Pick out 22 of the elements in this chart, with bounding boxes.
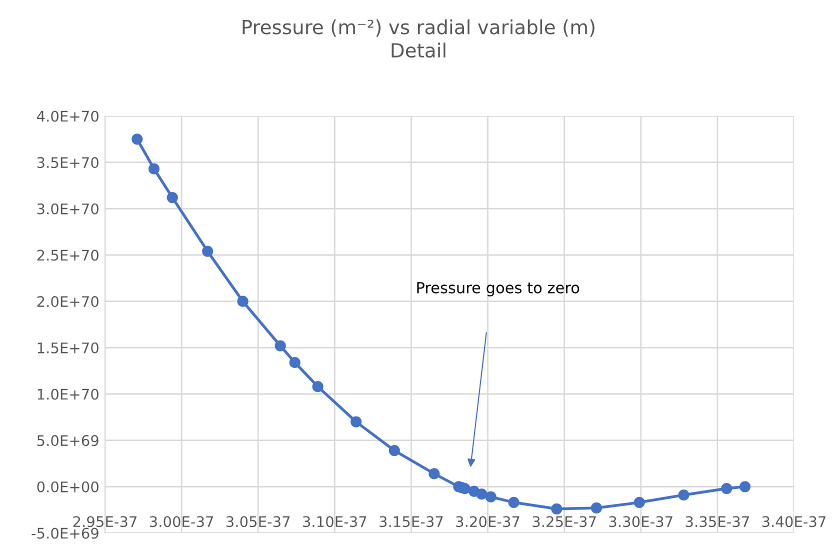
y-tick-label: 0.0E+00 (37, 481, 98, 492)
x-tick-label: 3.40E-37 (762, 516, 826, 528)
y-tick-label: -5.0E+69 (32, 528, 98, 539)
y-tick-label: 1.5E+70 (38, 342, 98, 354)
y-tick-label: 4.0E+70 (36, 110, 98, 122)
chart-title: Pressure (m⁻²) vs radial variable (m) Detail (242, 19, 594, 58)
y-tick-label: 5.0E+69 (37, 435, 98, 446)
y-tick-label: 1.0E+70 (38, 388, 98, 400)
x-tick-label: 3.00E-37 (150, 516, 214, 528)
y-tick-label: 2.0E+70 (37, 296, 98, 308)
x-tick-label: 3.10E-37 (303, 516, 366, 528)
y-tick-label: 3.0E+70 (37, 203, 98, 214)
x-tick-label: 3.30E-37 (609, 516, 672, 528)
x-tick-label: 3.35E-37 (686, 516, 749, 528)
x-tick-label: 3.25E-37 (532, 516, 596, 528)
y-tick-label: 3.5E+70 (37, 157, 98, 168)
y-tick-label: 2.5E+70 (37, 250, 98, 261)
annotation: Pressure goes to zero (417, 282, 580, 296)
x-tick-label: 2.95E-37 (73, 516, 137, 528)
x-tick-label: 3.20E-37 (456, 516, 520, 528)
x-tick-label: 3.05E-37 (226, 516, 290, 528)
x-tick-label: 3.15E-37 (380, 516, 443, 528)
